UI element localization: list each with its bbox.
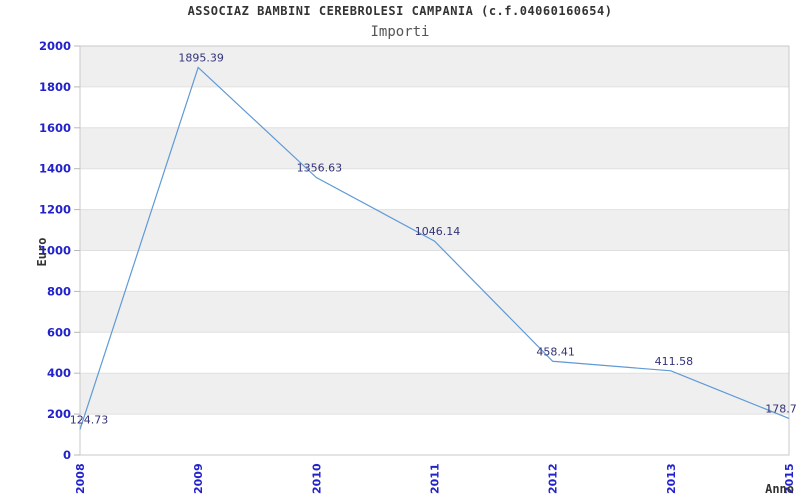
y-tick-label: 1800 <box>39 80 71 94</box>
chart-subtitle: Importi <box>370 24 430 40</box>
grid-band <box>80 332 789 374</box>
grid-band <box>80 86 789 128</box>
y-tick-label: 0 <box>63 448 71 462</box>
grid-band <box>80 291 789 333</box>
y-tick-label: 2000 <box>39 39 71 53</box>
y-tick-label: 1200 <box>39 203 71 217</box>
grid-band <box>80 373 789 415</box>
grid-band <box>80 250 789 292</box>
chart-title: ASSOCIAZ BAMBINI CEREBROLESI CAMPANIA (c… <box>187 4 613 18</box>
data-point-label: 178.7 <box>765 402 797 415</box>
data-line <box>79 66 790 430</box>
data-point-label: 411.58 <box>655 355 694 368</box>
x-tick-label: 2012 <box>547 463 560 494</box>
data-point-label: 458.41 <box>536 345 575 358</box>
x-tick-label: 2015 <box>783 463 796 494</box>
x-tick-label: 2013 <box>665 463 678 494</box>
grid-band <box>80 168 789 210</box>
y-axis-title: Euro <box>35 238 49 267</box>
grid-band <box>80 414 789 455</box>
y-tick-label: 1000 <box>39 244 71 258</box>
data-point-label: 1895.39 <box>178 51 224 64</box>
x-tick-label: 2011 <box>429 463 442 494</box>
y-tick-label: 600 <box>47 325 71 339</box>
y-tick-label: 400 <box>47 366 71 380</box>
grid-band <box>80 127 789 169</box>
grid-band <box>80 46 789 87</box>
y-tick-label: 1600 <box>39 121 71 135</box>
y-tick-label: 800 <box>47 284 71 298</box>
x-tick-label: 2009 <box>192 463 205 494</box>
grid-band <box>80 209 789 251</box>
x-tick-label: 2008 <box>74 463 87 494</box>
data-point-label: 1356.63 <box>297 162 343 175</box>
y-tick-label: 1400 <box>39 162 71 176</box>
data-point-label: 124.73 <box>70 413 109 426</box>
data-point-label: 1046.14 <box>415 225 461 238</box>
x-axis-title: Anno <box>765 482 794 496</box>
x-tick-label: 2010 <box>310 463 323 494</box>
y-tick-label: 200 <box>47 407 71 421</box>
